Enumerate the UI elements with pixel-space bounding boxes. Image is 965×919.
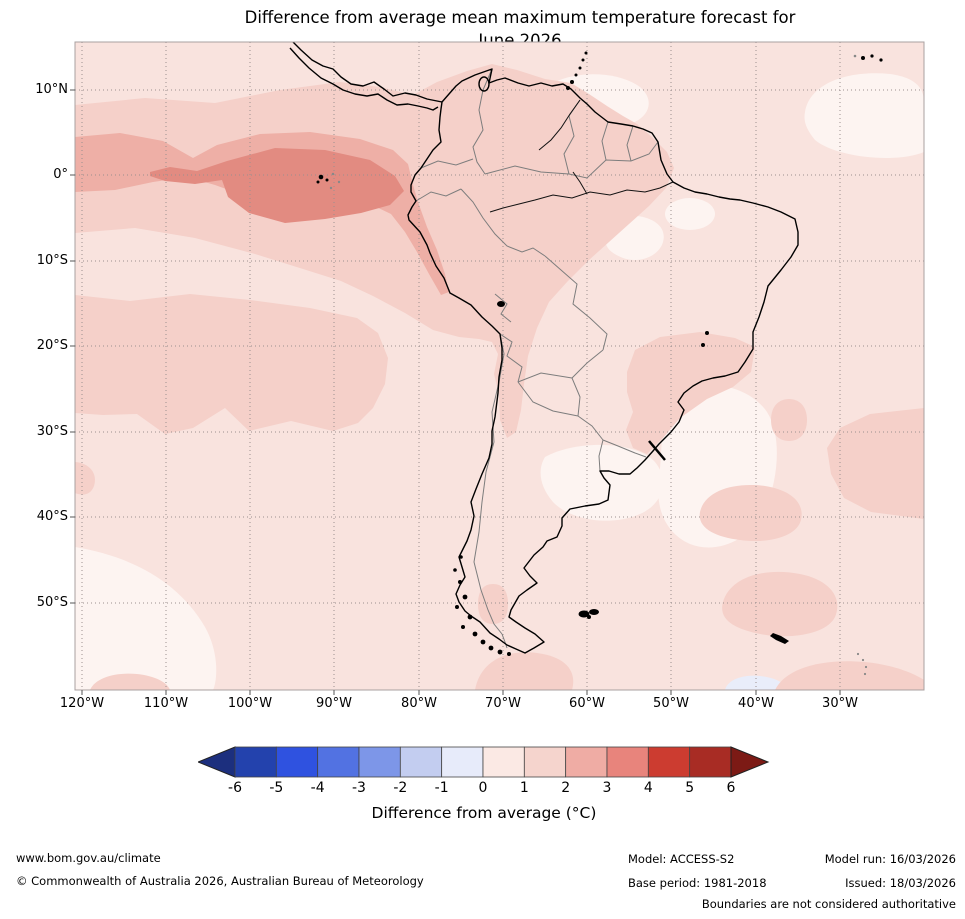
colorbar-segment bbox=[606, 746, 649, 778]
graticule-grid bbox=[75, 42, 924, 690]
colorbar-tick-label: 2 bbox=[561, 780, 571, 796]
colorbar-segment bbox=[523, 746, 567, 778]
lon-tick-label: 120°W bbox=[59, 696, 105, 711]
minor-islets bbox=[329, 54, 868, 676]
islands-and-lakes bbox=[316, 51, 883, 656]
footer-copyright: © Commonwealth of Australia 2026, Austra… bbox=[16, 874, 424, 888]
colorbar-segment bbox=[647, 746, 691, 778]
footer-issued: Issued: 18/03/2026 bbox=[845, 876, 956, 890]
lon-tick-label: 30°W bbox=[822, 696, 858, 711]
lat-tick-label: 10°N bbox=[35, 82, 68, 97]
lon-tick-label: 110°W bbox=[143, 696, 189, 711]
colorbar-tick-label: -3 bbox=[352, 780, 366, 796]
colorbar-tick-label: 0 bbox=[478, 780, 488, 796]
colorbar-right-arrow bbox=[730, 746, 770, 778]
colorbar-tick-label: -2 bbox=[393, 780, 408, 796]
footer-model-run: Model run: 16/03/2026 bbox=[824, 852, 956, 866]
colorbar-tick-label: 6 bbox=[726, 780, 736, 796]
lon-tick-label: 60°W bbox=[569, 696, 605, 711]
colorbar-label: Difference from average (°C) bbox=[371, 804, 597, 822]
colorbar-segment bbox=[689, 746, 732, 778]
lat-tick-label: 10°S bbox=[36, 253, 68, 268]
colorbar-tick-label: -1 bbox=[434, 780, 449, 796]
plot-frame bbox=[74, 41, 925, 691]
lon-tick-label: 90°W bbox=[316, 696, 352, 711]
lon-tick-label: 70°W bbox=[485, 696, 521, 711]
lon-tick-label: 40°W bbox=[738, 696, 774, 711]
colorbar-tick-label: -6 bbox=[228, 780, 242, 796]
south-america-anomaly-map bbox=[70, 41, 925, 695]
colorbar-gradient bbox=[196, 746, 770, 778]
colorbar-tick-label: -4 bbox=[310, 780, 325, 796]
colorbar-tick-label: 5 bbox=[685, 780, 695, 796]
country-borders bbox=[415, 68, 659, 649]
axis-ticks bbox=[70, 89, 841, 695]
colorbar-segment bbox=[317, 746, 360, 778]
colorbar-segment bbox=[234, 746, 277, 778]
colorbar-segment bbox=[358, 746, 401, 778]
lat-tick-label: 30°S bbox=[36, 424, 68, 439]
title-line-1: Difference from average mean maximum tem… bbox=[244, 8, 796, 27]
lon-tick-label: 100°W bbox=[227, 696, 273, 711]
colorbar-segment bbox=[399, 746, 443, 778]
map-plot bbox=[70, 41, 925, 695]
colorbar-tick-label: 3 bbox=[602, 780, 612, 796]
contour-level-0-05 bbox=[75, 73, 924, 690]
colorbar-tick-label: 4 bbox=[643, 780, 653, 796]
contour-level-3-4 bbox=[150, 148, 404, 223]
coastline bbox=[289, 41, 799, 654]
colorbar-tick-label: -5 bbox=[269, 780, 284, 796]
colorbar bbox=[196, 746, 770, 778]
colorbar-segment bbox=[565, 746, 608, 778]
colorbar-tick-label: 1 bbox=[519, 780, 529, 796]
colorbar-segment bbox=[275, 746, 319, 778]
lon-tick-label: 50°W bbox=[653, 696, 689, 711]
rivers bbox=[489, 99, 674, 213]
footer-disclaimer: Boundaries are not considered authoritat… bbox=[701, 897, 956, 911]
footer-base-period: Base period: 1981-2018 bbox=[628, 876, 767, 890]
lat-tick-label: 50°S bbox=[36, 595, 68, 610]
colorbar-segment bbox=[482, 746, 525, 778]
lat-tick-label: 40°S bbox=[36, 509, 68, 524]
lat-tick-label: 0° bbox=[53, 167, 68, 182]
footer-url[interactable]: www.bom.gov.au/climate bbox=[16, 851, 161, 865]
lon-tick-label: 80°W bbox=[401, 696, 437, 711]
colorbar-left-arrow bbox=[196, 746, 236, 778]
colorbar-segment bbox=[441, 746, 484, 778]
footer-model: Model: ACCESS-S2 bbox=[628, 852, 735, 866]
lat-tick-label: 20°S bbox=[36, 338, 68, 353]
